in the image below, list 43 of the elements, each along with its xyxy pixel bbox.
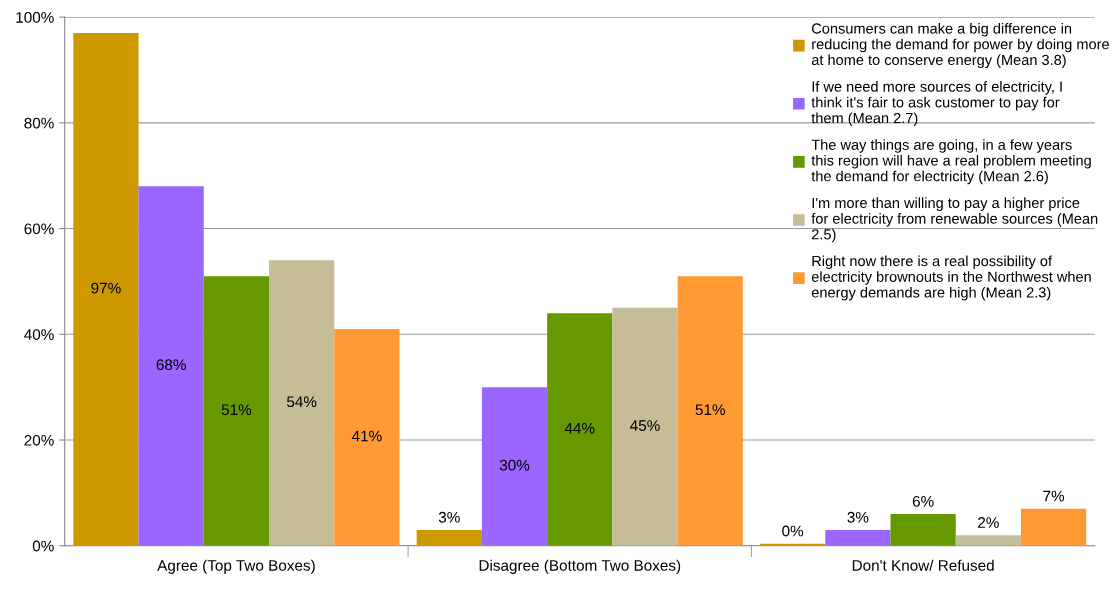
data-label: 7% bbox=[1043, 490, 1065, 502]
bar bbox=[890, 514, 956, 546]
bar bbox=[955, 535, 1021, 546]
x-tick-label: Disagree (Bottom Two Boxes) bbox=[479, 559, 681, 574]
y-tick-label: 60% bbox=[24, 223, 54, 235]
data-label: 44% bbox=[564, 422, 595, 434]
bar bbox=[334, 329, 400, 546]
bar bbox=[416, 529, 482, 546]
y-tick-label: 80% bbox=[24, 117, 54, 129]
data-label: 51% bbox=[695, 404, 725, 416]
x-tick-label: Agree (Top Two Boxes) bbox=[157, 559, 315, 574]
data-label: 41% bbox=[351, 430, 382, 442]
legend-label: The way things are going, in a few years this region will have a real problem meeting the demand for electricity (Mean 2.6) bbox=[811, 139, 1091, 185]
legend-label: Right now there is a real possibility of electricity brownouts in the Northwest when energy demands are high (Mean 2.3) bbox=[811, 255, 1091, 301]
legend-label: I'm more than willing to pay a higher price for electricity from renewable sources (Mean 2.5) bbox=[811, 197, 1098, 243]
bar bbox=[203, 276, 270, 546]
y-tick-label: 20% bbox=[24, 434, 54, 446]
legend-label: If we need more sources of electricity, I think it's fair to ask customer to pay for them (Mean 2.7) bbox=[811, 81, 1062, 127]
bar bbox=[677, 276, 743, 546]
data-label: 45% bbox=[630, 420, 660, 431]
data-label: 30% bbox=[499, 459, 530, 471]
data-label: 51% bbox=[221, 404, 252, 416]
data-label: 3% bbox=[847, 511, 869, 523]
bar bbox=[547, 313, 613, 546]
bar bbox=[1020, 508, 1087, 546]
y-tick-label: 40% bbox=[24, 329, 54, 340]
legend-label: Consumers can make a big difference in reducing the demand for power by doing more at home to conserve energy (Mean 3.8) bbox=[811, 22, 1109, 68]
bar bbox=[138, 186, 204, 546]
bar bbox=[73, 32, 139, 546]
bar bbox=[269, 260, 335, 546]
data-label: 97% bbox=[91, 282, 121, 294]
bar bbox=[825, 529, 891, 546]
data-label: 3% bbox=[438, 511, 460, 523]
y-tick-label: 100% bbox=[16, 11, 54, 23]
data-label: 0% bbox=[782, 525, 804, 537]
bar bbox=[481, 387, 548, 546]
x-tick-label: Don't Know/ Refused bbox=[852, 559, 994, 571]
bar bbox=[612, 307, 678, 546]
data-label: 54% bbox=[286, 396, 317, 408]
data-label: 68% bbox=[156, 359, 186, 371]
data-label: 2% bbox=[978, 517, 999, 528]
data-label: 6% bbox=[912, 495, 934, 507]
y-tick-label: 0% bbox=[32, 540, 54, 552]
